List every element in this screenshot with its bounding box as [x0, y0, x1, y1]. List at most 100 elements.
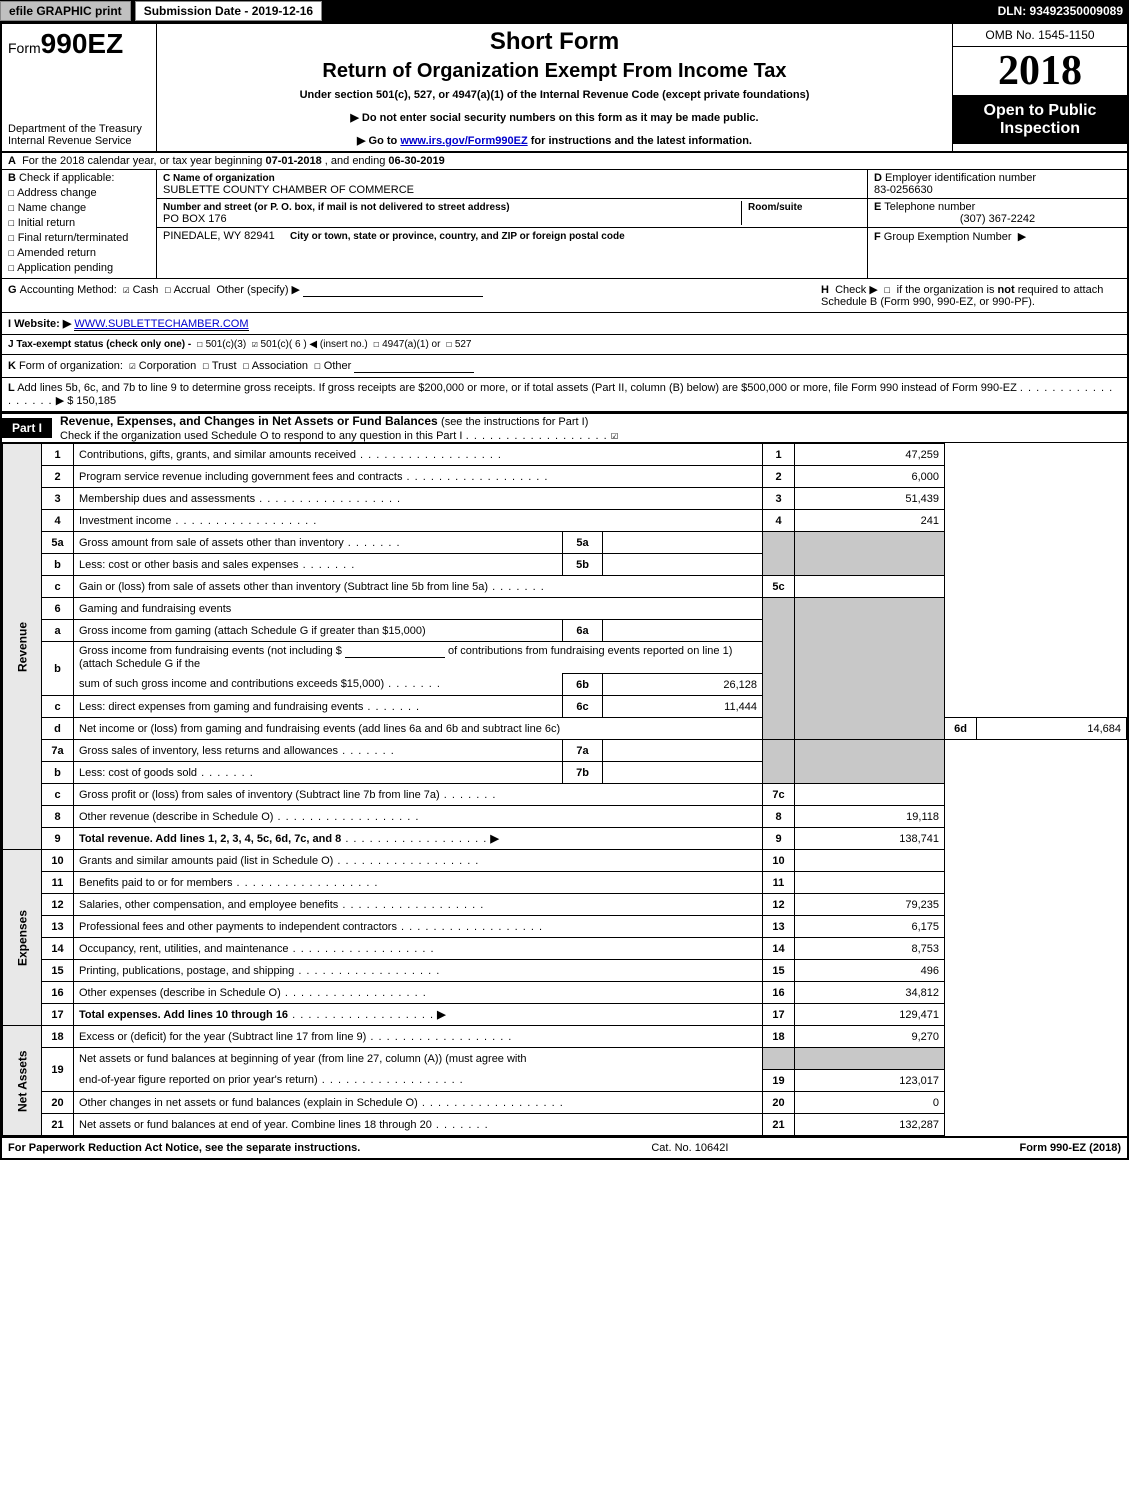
501c3-label: 501(c)(3) — [206, 339, 247, 350]
line-10-desc: Grants and similar amounts paid (list in… — [79, 855, 333, 867]
line-14-ref: 14 — [763, 938, 795, 960]
line-7c-ref: 7c — [763, 784, 795, 806]
ein-value: 83-0256630 — [874, 184, 933, 196]
accrual-checkbox[interactable]: ☐ — [164, 283, 171, 296]
line-8-amount: 19,118 — [795, 806, 945, 828]
line-3-desc: Membership dues and assessments — [79, 493, 255, 505]
goto-pre: Go to — [369, 135, 401, 147]
part-1-header: Part I Revenue, Expenses, and Changes in… — [2, 412, 1127, 443]
label-d: D — [874, 172, 882, 184]
line-4-desc: Investment income — [79, 515, 171, 527]
submission-date-badge: Submission Date - 2019-12-16 — [135, 1, 322, 21]
501c3-checkbox[interactable]: ☐ — [197, 339, 203, 350]
corp-checkbox[interactable]: ☑ — [129, 359, 136, 372]
tax-year-begin: 07-01-2018 — [265, 155, 321, 167]
other-checkbox[interactable]: ☐ — [314, 359, 321, 372]
phone-label: Telephone number — [884, 201, 975, 213]
line-6c-mid: 6c — [563, 696, 603, 718]
527-checkbox[interactable]: ☐ — [446, 339, 452, 350]
arrow-icon: ▶ — [1018, 231, 1026, 243]
line-11-ref: 11 — [763, 872, 795, 894]
line-6a-mid: 6a — [563, 620, 603, 642]
line-19-ref: 19 — [763, 1070, 795, 1092]
line-6d-ref: 6d — [945, 718, 977, 740]
row-l-text: Add lines 5b, 6c, and 7b to line 9 to de… — [17, 382, 1017, 394]
line-12-amount: 79,235 — [795, 894, 945, 916]
line-1-amount: 47,259 — [795, 444, 945, 466]
line-6d-desc: Net income or (loss) from gaming and fun… — [79, 723, 560, 735]
opt-name-change[interactable]: ☐ Name change — [8, 201, 150, 214]
line-5b-mid: 5b — [563, 554, 603, 576]
row-a-pre: For the 2018 calendar year, or tax year … — [22, 155, 265, 167]
form-990ez-label: 990EZ — [41, 28, 124, 59]
line-13-desc: Professional fees and other payments to … — [79, 921, 397, 933]
expenses-side-label: Expenses — [3, 850, 42, 1026]
line-6b-desc1: Gross income from fundraising events (no… — [79, 645, 345, 657]
return-title: Return of Organization Exempt From Incom… — [163, 60, 946, 83]
street-label: Number and street (or P. O. box, if mail… — [163, 202, 510, 213]
cash-label: Cash — [133, 284, 159, 296]
label-l: L — [8, 382, 15, 394]
line-1-desc: Contributions, gifts, grants, and simila… — [79, 449, 356, 461]
opt-amended-return[interactable]: ☐ Amended return — [8, 246, 150, 259]
other-org-label: Other — [324, 360, 352, 372]
ein-label: Employer identification number — [885, 172, 1036, 184]
street-value: PO BOX 176 — [163, 213, 227, 225]
group-exemption-label: Group Exemption Number — [884, 231, 1012, 243]
label-i: I — [8, 318, 11, 330]
footer-right: Form 990-EZ (2018) — [1019, 1142, 1121, 1154]
page-footer: For Paperwork Reduction Act Notice, see … — [2, 1136, 1127, 1158]
opt-final-return[interactable]: ☐ Final return/terminated — [8, 231, 150, 244]
part-1-check-text: Check if the organization used Schedule … — [60, 430, 462, 442]
form-prefix: Form — [8, 40, 41, 56]
opt-address-change[interactable]: ☐ Address change — [8, 186, 150, 199]
label-b: B — [8, 172, 16, 184]
opt-application-pending[interactable]: ☐ Application pending — [8, 261, 150, 274]
line-7b-desc: Less: cost of goods sold — [79, 767, 197, 779]
schedule-o-checkbox[interactable]: ☑ — [611, 428, 618, 442]
irs-link[interactable]: www.irs.gov/Form990EZ — [400, 135, 527, 147]
room-label: Room/suite — [748, 202, 802, 213]
tax-year: 2018 — [953, 47, 1127, 96]
501c-checkbox[interactable]: ☑ — [252, 339, 258, 350]
form-header: Form990EZ Department of the Treasury Int… — [2, 24, 1127, 153]
line-17-amount: 129,471 — [795, 1004, 945, 1026]
tax-exempt-label: Tax-exempt status (check only one) - — [16, 339, 191, 350]
city-value: PINEDALE, WY 82941 — [163, 230, 275, 242]
line-21-desc: Net assets or fund balances at end of ye… — [79, 1119, 432, 1131]
h-checkbox[interactable]: ☐ — [884, 283, 891, 296]
city-label: City or town, state or province, country… — [290, 231, 625, 242]
label-f: F — [874, 231, 881, 243]
line-10-amount — [795, 850, 945, 872]
label-k: K — [8, 360, 16, 372]
line-2-amount: 6,000 — [795, 466, 945, 488]
opt-initial-return[interactable]: ☐ Initial return — [8, 216, 150, 229]
line-19-desc2: end-of-year figure reported on prior yea… — [79, 1074, 318, 1086]
info-grid: B Check if applicable: ☐ Address change … — [2, 170, 1127, 279]
line-16-desc: Other expenses (describe in Schedule O) — [79, 987, 281, 999]
goto-line: Go to www.irs.gov/Form990EZ for instruct… — [163, 134, 946, 147]
trust-label: Trust — [212, 360, 237, 372]
net-assets-side-label: Net Assets — [3, 1026, 42, 1136]
line-7c-desc: Gross profit or (loss) from sales of inv… — [79, 789, 440, 801]
line-6c-midval: 11,444 — [603, 696, 763, 718]
501c-label: 501(c)( 6 ) ◀ (insert no.) — [261, 339, 368, 350]
label-c: C — [163, 173, 170, 184]
efile-print-button[interactable]: efile GRAPHIC print — [0, 1, 131, 21]
phone-value: (307) 367-2242 — [874, 213, 1121, 225]
line-9-amount: 138,741 — [795, 828, 945, 850]
accrual-label: Accrual — [174, 284, 211, 296]
assoc-checkbox[interactable]: ☐ — [243, 359, 250, 372]
line-7b-mid: 7b — [563, 762, 603, 784]
open-line2: Inspection — [955, 120, 1125, 138]
trust-checkbox[interactable]: ☐ — [202, 359, 209, 372]
line-5c-desc: Gain or (loss) from sale of assets other… — [79, 581, 488, 593]
footer-cat-no: Cat. No. 10642I — [651, 1142, 728, 1154]
line-17-desc: Total expenses. Add lines 10 through 16 — [79, 1009, 288, 1021]
4947-checkbox[interactable]: ☐ — [373, 339, 379, 350]
line-8-desc: Other revenue (describe in Schedule O) — [79, 811, 273, 823]
cash-checkbox[interactable]: ☑ — [123, 283, 130, 296]
line-15-ref: 15 — [763, 960, 795, 982]
website-link[interactable]: WWW.SUBLETTECHAMBER.COM — [74, 318, 248, 331]
line-5b-desc: Less: cost or other basis and sales expe… — [79, 559, 299, 571]
